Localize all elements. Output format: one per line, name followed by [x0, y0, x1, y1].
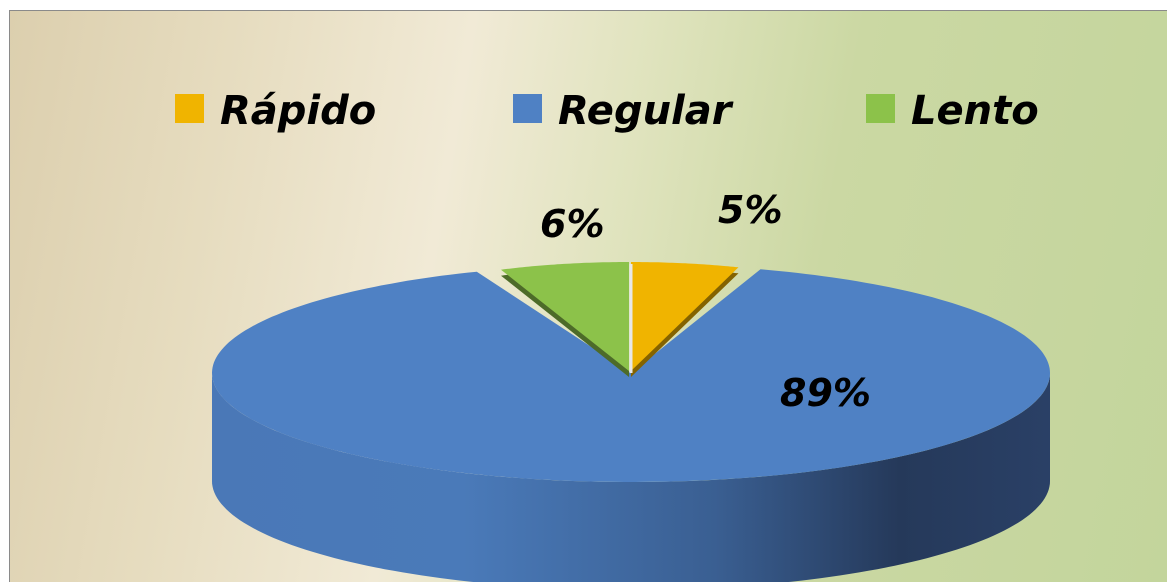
slice-side-regular — [212, 373, 1050, 582]
data-label-regular: 89% — [780, 371, 871, 415]
legend: Rápido Regular Lento — [175, 88, 1039, 134]
legend-label-rapido: Rápido — [220, 88, 376, 134]
slice-rapido — [631, 262, 739, 371]
pie-chart: Rápido Regular Lento 5% 89% 6% — [175, 88, 1050, 582]
data-label-lento: 6% — [540, 202, 605, 246]
legend-label-regular: Regular — [558, 88, 734, 134]
data-label-rapido: 5% — [718, 188, 783, 232]
legend-swatch-lento — [866, 94, 895, 123]
slice-lento — [501, 262, 629, 371]
legend-label-lento: Lento — [911, 88, 1039, 134]
legend-swatch-regular — [513, 94, 542, 123]
chart-frame: Rápido Regular Lento 5% 89% 6% — [9, 10, 1167, 582]
pie-slices — [212, 262, 1050, 582]
legend-swatch-rapido — [175, 94, 204, 123]
data-labels: 5% 89% 6% — [540, 188, 871, 415]
